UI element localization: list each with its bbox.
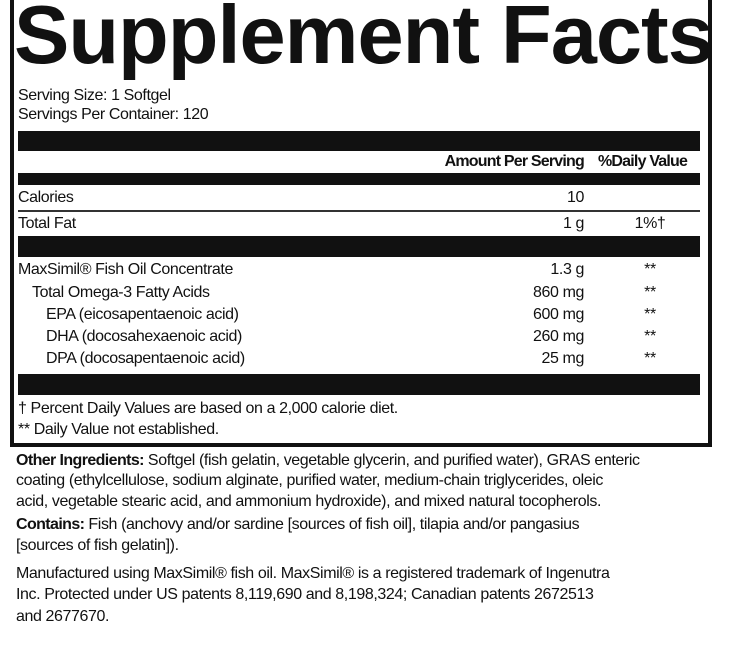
footnote: ** Daily Value not established. [18,421,219,438]
row-amount: 600 mg [533,306,584,323]
supplement-facts-panel [10,0,712,447]
other-ingredients-label: Other Ingredients: [16,452,144,469]
contains: Contains: Fish (anchovy and/or sardine [… [16,515,580,535]
row-amount: 260 mg [533,328,584,345]
serving-size: Serving Size: 1 Softgel [18,87,171,104]
row-dv: ** [644,350,656,367]
panel-title: Supplement Facts [14,0,714,81]
footnote: † Percent Daily Values are based on a 2,… [18,400,398,417]
row-name: Calories [18,189,74,206]
contains-label: Contains: [16,516,85,533]
row-dv: 1%† [634,215,666,232]
row-name: MaxSimil® Fish Oil Concentrate [18,261,233,278]
text-line: Softgel (fish gelatin, vegetable glyceri… [143,452,640,469]
row-dv: ** [644,261,656,278]
divider-bar [18,374,700,395]
row-name: Total Omega-3 Fatty Acids [32,284,210,301]
row-amount: 1.3 g [550,261,584,278]
divider-bar [18,236,700,257]
text-line: and 2677670. [16,608,110,625]
text-line: Fish (anchovy and/or sardine [sources of… [84,516,580,533]
text-line: Manufactured using MaxSimil® fish oil. M… [16,565,610,582]
row-name: DPA (docosapentaenoic acid) [46,350,245,367]
divider-bar [18,173,700,185]
row-amount: 1 g [562,215,584,232]
servings-per-container: Servings Per Container: 120 [18,106,209,123]
text-line: acid, vegetable stearic acid, and ammoni… [16,493,602,510]
text-line: coating (ethylcellulose, sodium alginate… [16,472,604,489]
row-name: EPA (eicosapentaenoic acid) [46,306,239,323]
row-name: Total Fat [18,215,76,232]
divider-bar [18,131,700,151]
divider-line [18,210,700,212]
row-dv: ** [644,306,656,323]
row-amount: 25 mg [541,350,585,367]
text-line: Inc. Protected under US patents 8,119,69… [16,586,594,603]
amount-header: Amount Per Serving [444,153,585,170]
other-ingredients: Other Ingredients: Softgel (fish gelatin… [16,451,640,471]
row-dv: ** [644,328,656,345]
row-amount: 860 mg [533,284,584,301]
row-amount: 10 [567,189,584,206]
text-line: [sources of fish gelatin]). [16,537,179,554]
row-name: DHA (docosahexaenoic acid) [46,328,242,345]
dv-header: %Daily Value [598,153,688,170]
row-dv: ** [644,284,656,301]
